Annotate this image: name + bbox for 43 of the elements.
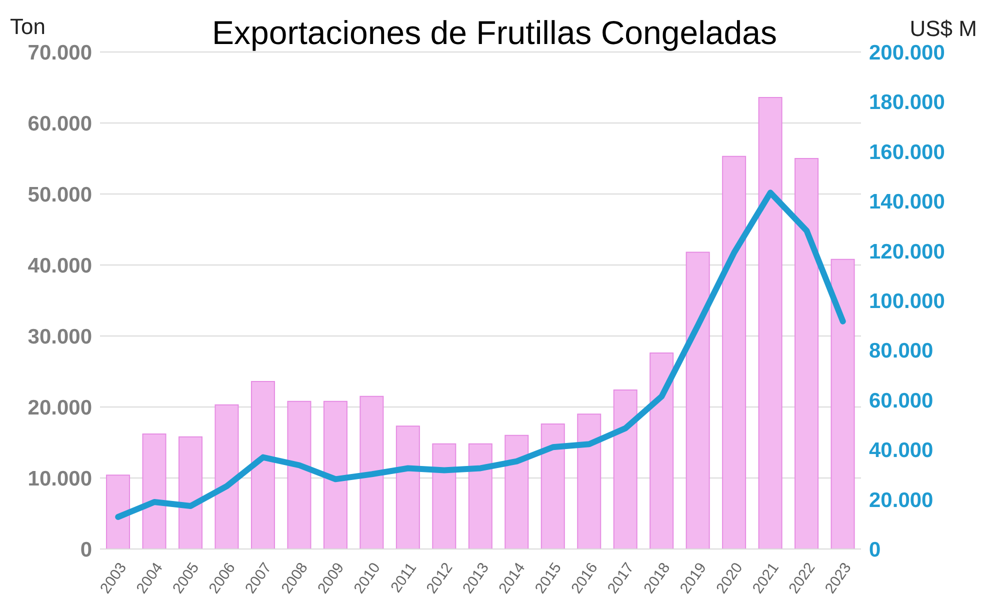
y2-axis-title: US$ M xyxy=(910,16,977,42)
bar xyxy=(794,158,819,549)
y-tick-label: 10.000 xyxy=(28,467,92,490)
bar xyxy=(287,400,312,549)
y2-tick-label: 160.000 xyxy=(869,140,945,164)
y2-tick-label: 100.000 xyxy=(869,290,945,313)
bar xyxy=(142,433,166,549)
y2-tick-label: 200.000 xyxy=(869,41,945,64)
bar xyxy=(650,352,674,549)
y2-tick-label: 80.000 xyxy=(869,340,934,363)
bar xyxy=(613,389,638,549)
y2-tick-label: 120.000 xyxy=(869,240,945,264)
bar xyxy=(686,252,710,549)
bar xyxy=(323,400,348,549)
bar xyxy=(432,443,456,549)
bar xyxy=(360,396,384,549)
bar xyxy=(178,436,202,549)
chart-title: Exportaciones de Frutillas Congeladas xyxy=(212,14,777,51)
y-tick-label: 40.000 xyxy=(28,254,92,278)
bar xyxy=(250,380,275,549)
y-tick-label: 30.000 xyxy=(28,325,92,348)
bar xyxy=(468,443,492,549)
y2-tick-label: 140.000 xyxy=(869,190,945,214)
bar xyxy=(214,404,239,549)
bar xyxy=(396,426,420,549)
bar xyxy=(106,474,130,549)
bar xyxy=(577,414,602,549)
y2-tick-label: 60.000 xyxy=(869,389,934,412)
y-tick-label: 0 xyxy=(80,538,92,562)
y2-tick-label: 20.000 xyxy=(869,488,934,512)
bar xyxy=(540,424,565,549)
y2-tick-label: 40.000 xyxy=(869,439,934,462)
y-tick-label: 60.000 xyxy=(28,112,92,136)
y2-tick-label: 0 xyxy=(869,538,881,562)
y-tick-label: 50.000 xyxy=(28,183,92,206)
bar xyxy=(722,156,746,549)
y-tick-label: 70.000 xyxy=(28,41,92,64)
y-tick-label: 20.000 xyxy=(28,396,92,420)
bar xyxy=(830,258,855,549)
bar xyxy=(504,434,529,549)
bar xyxy=(758,96,782,549)
y-axis-title: Ton xyxy=(10,14,46,40)
y2-tick-label: 180.000 xyxy=(869,91,945,114)
